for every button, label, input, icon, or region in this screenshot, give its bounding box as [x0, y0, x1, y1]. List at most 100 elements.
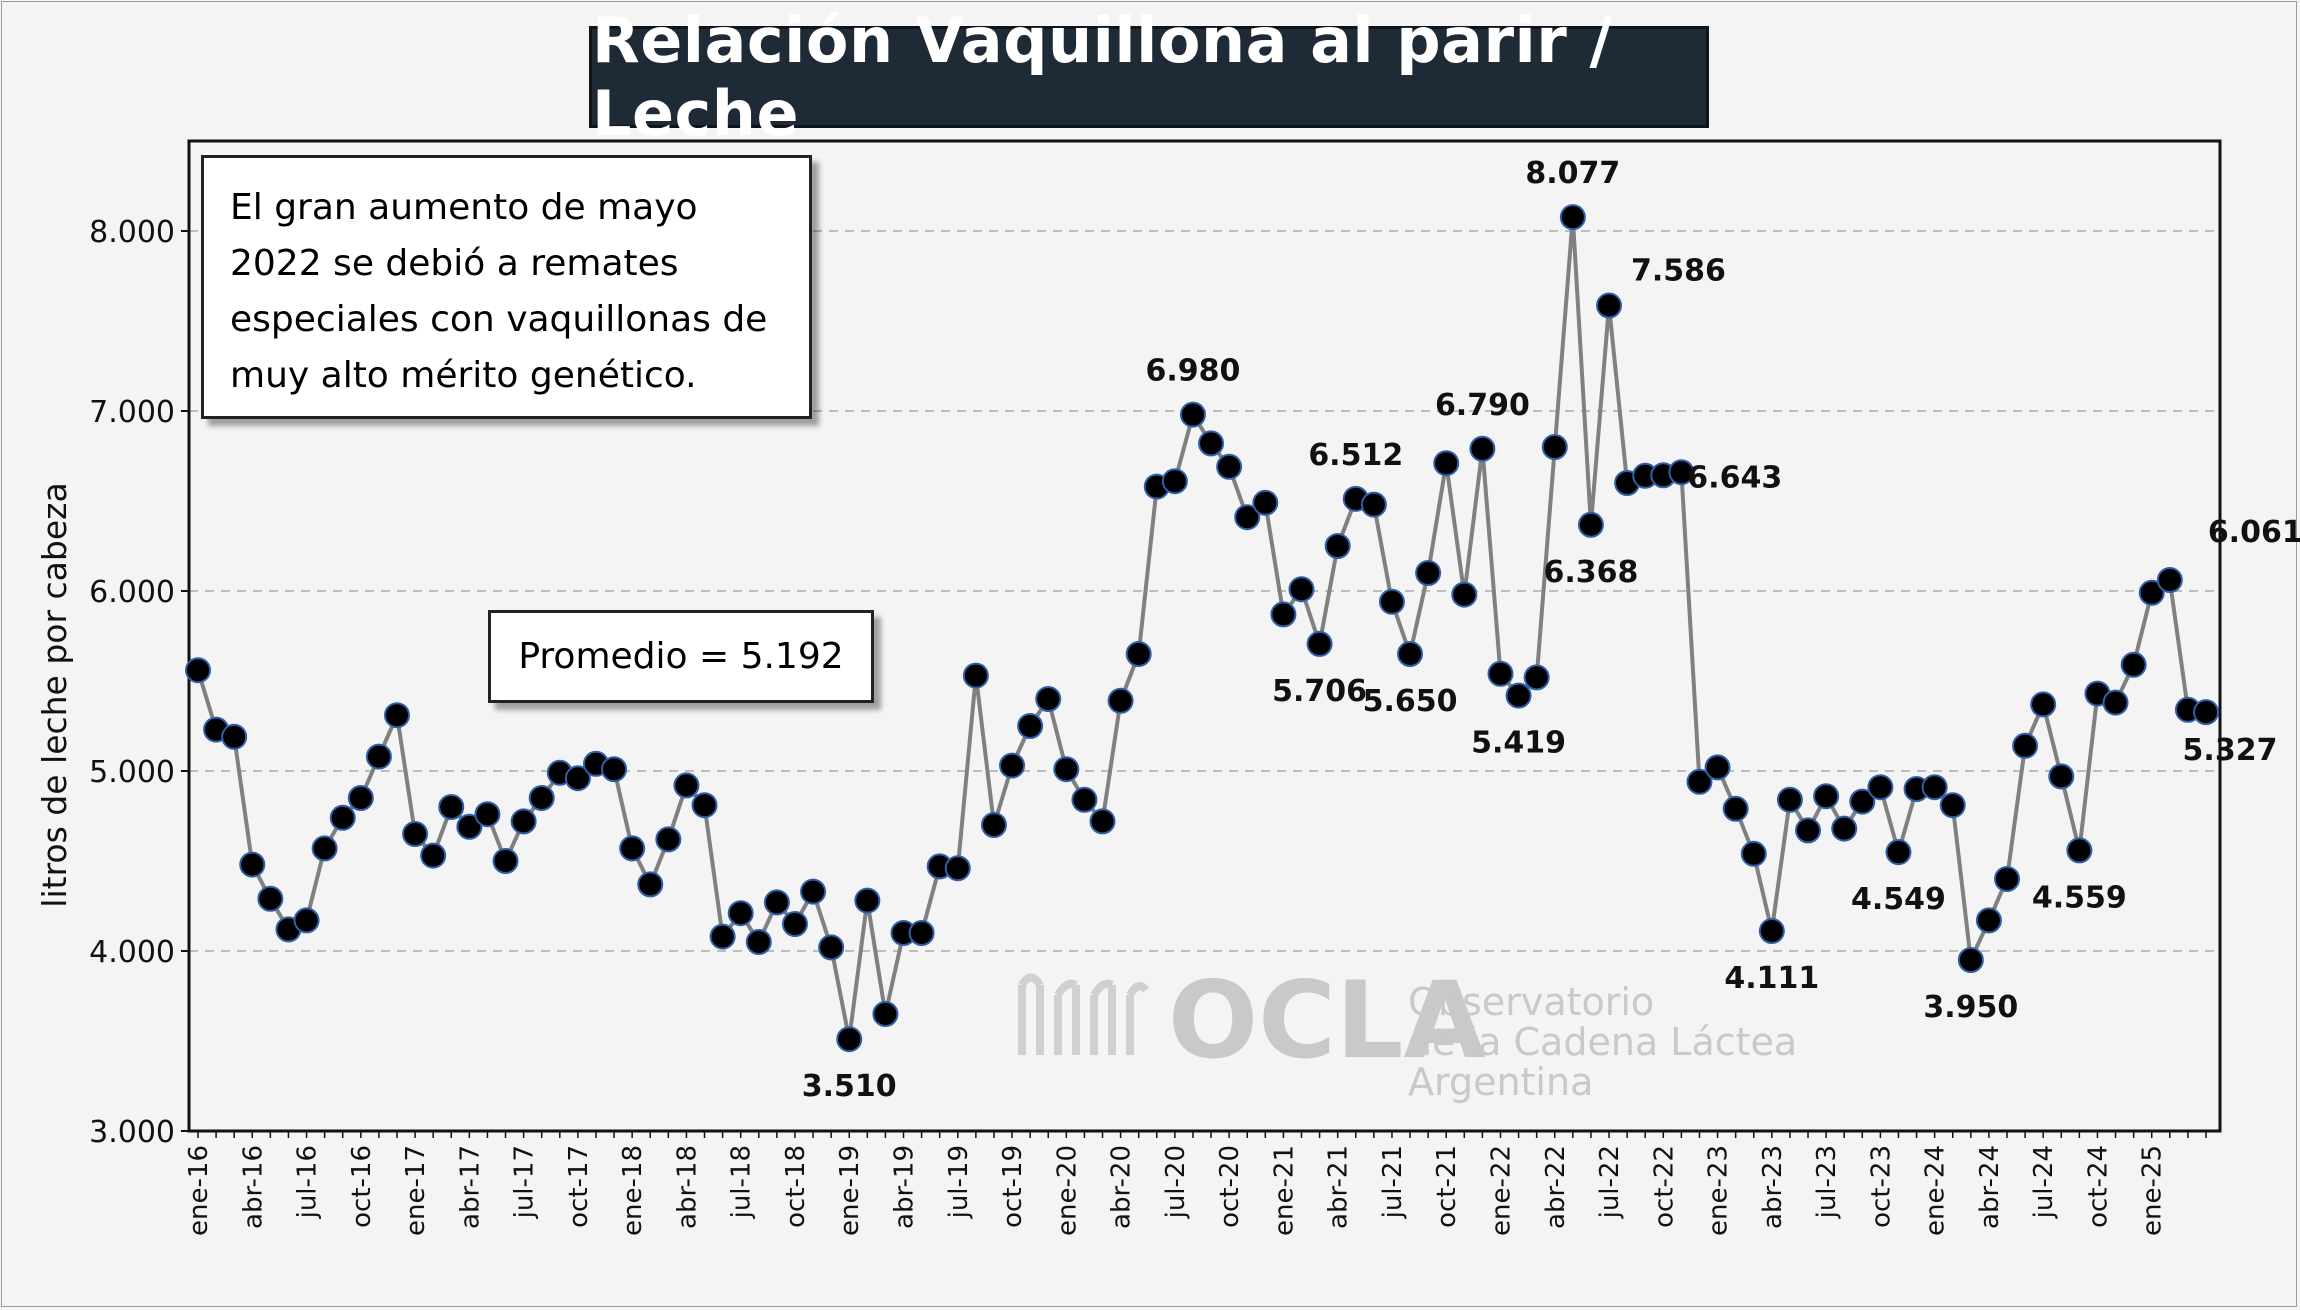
data-label: 8.077: [1525, 156, 1620, 191]
x-tick-label: oct-19: [998, 1145, 1028, 1228]
x-tick-label: ene-25: [2138, 1145, 2168, 1236]
data-point: [1776, 786, 1803, 813]
data-point: [1559, 204, 1586, 231]
chart-title: Relación Vaquillona al parir / Leche: [592, 4, 1613, 150]
data-point: [456, 813, 483, 840]
data-point: [1505, 682, 1532, 709]
data-point: [1360, 491, 1387, 518]
data-point: [221, 723, 248, 750]
data-point: [655, 826, 682, 853]
data-point: [908, 920, 935, 946]
data-point: [1270, 601, 1297, 628]
data-point: [2030, 691, 2057, 718]
data-label: 6.061: [2208, 515, 2300, 550]
data-label: 5.419: [1471, 726, 1566, 761]
x-tick-label: oct-16: [347, 1145, 377, 1228]
data-point: [1306, 630, 1333, 657]
x-tick-label: jul-17: [510, 1145, 540, 1219]
data-point: [1053, 756, 1080, 783]
x-axis: ene-16 abr-16 jul-16 oct-16 ene-17 abr-17 jul-…: [184, 1131, 2207, 1236]
x-tick-label: ene-19: [835, 1145, 865, 1236]
data-label: 3.950: [1923, 990, 2018, 1025]
data-point: [1288, 576, 1315, 603]
y-tick-label: 8.000: [89, 215, 175, 250]
data-point: [1125, 641, 1152, 667]
y-tick-label: 3.000: [89, 1115, 175, 1150]
data-point: [365, 743, 392, 770]
data-point: [872, 1001, 899, 1027]
data-point: [1813, 783, 1840, 810]
y-axis-label: litros de leche por cabeza: [35, 482, 74, 907]
data-label: 4.549: [1851, 882, 1946, 917]
data-point: [257, 885, 284, 912]
data-point: [1577, 511, 1604, 538]
x-tick-label: jul-21: [1378, 1145, 1408, 1219]
data-point: [1740, 840, 1767, 867]
x-tick-label: ene-18: [618, 1145, 648, 1236]
data-point: [293, 907, 320, 934]
x-tick-label: abr-22: [1541, 1145, 1571, 1229]
data-point: [673, 772, 700, 799]
x-tick-label: jul-20: [1161, 1145, 1191, 1219]
x-tick-label: oct-21: [1432, 1145, 1462, 1228]
title-banner: Relación Vaquillona al parir / Leche: [589, 4, 1709, 150]
x-tick-label: ene-24: [1921, 1145, 1951, 1236]
x-tick-label: abr-18: [672, 1145, 702, 1229]
data-point: [1957, 947, 1984, 973]
data-point: [528, 785, 555, 811]
plot-area: [187, 139, 2222, 1133]
x-tick-label: oct-24: [2083, 1145, 2113, 1228]
data-point: [510, 808, 537, 835]
data-label: 7.586: [1631, 254, 1726, 289]
data-point: [1469, 435, 1496, 462]
x-tick-label: abr-16: [238, 1145, 268, 1229]
x-tick-label: oct-17: [564, 1145, 594, 1228]
y-tick-label: 7.000: [89, 395, 175, 430]
data-point: [1378, 588, 1405, 615]
data-point: [854, 887, 881, 914]
data-point: [1107, 687, 1134, 714]
data-point: [944, 855, 971, 882]
data-point: [709, 923, 736, 950]
x-tick-label: jul-18: [727, 1145, 757, 1219]
data-point: [2156, 567, 2183, 594]
data-point: [781, 911, 808, 937]
data-point: [1867, 774, 1894, 801]
data-point: [800, 878, 827, 905]
data-label: 6.512: [1308, 438, 1403, 473]
data-point: [1831, 815, 1858, 842]
data-point: [1179, 401, 1206, 428]
data-label: 4.559: [2032, 880, 2127, 915]
data-point: [1975, 907, 2002, 934]
data-point: [1451, 581, 1478, 608]
data-labels: 3.510 6.980 5.706 6.512 5.650 6.790 5.419 8.077…: [802, 156, 2300, 1104]
data-point: [1541, 434, 1568, 460]
data-label: 3.510: [802, 1069, 897, 1104]
data-label: 5.327: [2183, 733, 2278, 768]
data-point: [1795, 817, 1822, 844]
x-tick-label: ene-23: [1704, 1145, 1734, 1236]
data-point: [383, 702, 410, 729]
data-point: [329, 804, 356, 831]
x-tick-label: abr-19: [890, 1145, 920, 1229]
data-point: [2120, 651, 2147, 678]
data-point: [836, 1026, 863, 1053]
data-point: [2048, 763, 2075, 790]
data-point: [980, 812, 1007, 838]
x-tick-label: oct-20: [1215, 1145, 1245, 1228]
data-label: 4.111: [1724, 961, 1819, 996]
y-axis: 3.000 4.000 5.000 6.000 7.000 8.000: [89, 215, 189, 1150]
data-point: [818, 934, 845, 961]
data-point: [1523, 664, 1550, 691]
data-point: [347, 785, 374, 811]
x-tick-label: oct-22: [1649, 1145, 1679, 1228]
data-point: [1252, 489, 1279, 516]
x-tick-label: abr-17: [455, 1145, 485, 1229]
data-label: 6.643: [1687, 460, 1782, 495]
data-point: [1994, 866, 2021, 892]
watermark-brand: OCLA: [1168, 959, 1485, 1082]
series-markers: [185, 204, 2219, 1053]
data-point: [1216, 453, 1243, 480]
data-point: [1071, 786, 1098, 813]
ocla-watermark: OCLA Observatorio de la Cadena Láctea Ar…: [1018, 959, 1797, 1104]
